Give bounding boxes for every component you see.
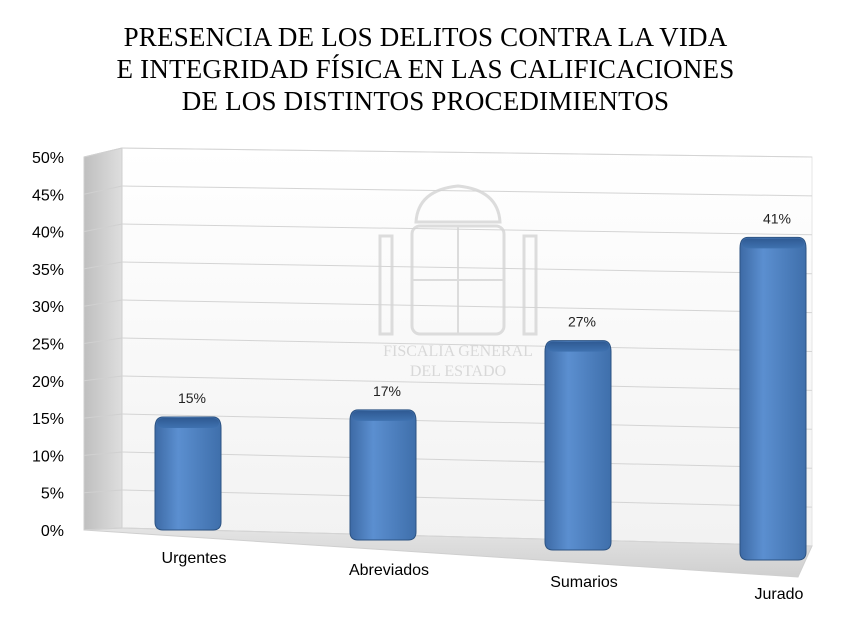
- data-label: 15%: [178, 390, 206, 406]
- gridline: [121, 223, 813, 236]
- y-tick-label: 5%: [41, 486, 64, 503]
- bar-front: [154, 416, 222, 531]
- gridline-side: [83, 261, 123, 270]
- gridline: [121, 299, 813, 314]
- y-tick-label: 20%: [32, 374, 64, 391]
- gridline-side: [83, 299, 123, 307]
- bar-top: [742, 238, 804, 249]
- gridline: [121, 451, 813, 469]
- bars: 15% 17% 27% 41%: [154, 210, 807, 561]
- gridline-side: [83, 375, 123, 382]
- gridline-side: [83, 527, 123, 531]
- gridline: [121, 147, 813, 158]
- gridline-side: [83, 489, 123, 494]
- bar-top: [547, 341, 609, 352]
- data-label: 41%: [763, 210, 791, 226]
- y-tick-label: 35%: [32, 262, 64, 279]
- bar-front: [739, 236, 807, 561]
- y-tick-label: 25%: [32, 337, 64, 354]
- chart-title-line-3: DE LOS DISTINTOS PROCEDIMIENTOS: [181, 86, 670, 116]
- gridline: [121, 337, 813, 352]
- gridline-side: [83, 147, 123, 158]
- y-tick-label: 0%: [41, 523, 64, 540]
- y-tick-label: 40%: [32, 225, 64, 242]
- y-tick-label: 30%: [32, 299, 64, 316]
- chart-title-line-2: E INTEGRIDAD FÍSICA EN LAS CALIFICACIONE…: [116, 54, 735, 84]
- watermark-pillar-right: [522, 234, 538, 336]
- x-tick-label: Jurado: [755, 586, 804, 603]
- data-label: 27%: [568, 314, 596, 330]
- bar: [739, 236, 807, 561]
- y-axis: 0% 5% 10% 15% 20% 25% 30% 35% 40% 45% 50%: [32, 150, 64, 540]
- gridline-side: [83, 185, 123, 195]
- gridline: [121, 185, 813, 197]
- x-tick-label: Urgentes: [162, 550, 227, 567]
- bar: [349, 409, 417, 541]
- bar-front: [349, 409, 417, 541]
- gridline-side: [83, 337, 123, 344]
- watermark-pillar-left: [378, 234, 394, 336]
- y-tick-label: 45%: [32, 187, 64, 204]
- gridline: [121, 527, 813, 547]
- bar-front: [544, 340, 612, 551]
- data-label: 17%: [373, 383, 401, 399]
- watermark-crown: [414, 184, 502, 224]
- watermark-seal: FISCALIA GENERAL DEL ESTADO: [378, 184, 538, 380]
- x-tick-label: Sumarios: [550, 574, 618, 591]
- bar-top: [157, 418, 219, 428]
- gridlines: [83, 147, 813, 547]
- watermark-line-2: DEL ESTADO: [410, 363, 506, 380]
- gridline-side: [83, 451, 123, 456]
- gridline: [121, 489, 813, 508]
- bar-top: [352, 410, 414, 421]
- y-tick-label: 50%: [32, 150, 64, 167]
- gridline: [121, 261, 813, 275]
- y-tick-label: 15%: [32, 411, 64, 428]
- chart-title-line-1: PRESENCIA DE LOS DELITOS CONTRA LA VIDA: [123, 22, 728, 52]
- x-axis: Urgentes Abreviados Sumarios Jurado: [162, 550, 804, 603]
- y-tick-label: 10%: [32, 448, 64, 465]
- bar: [544, 340, 612, 551]
- watermark-line-1: FISCALIA GENERAL: [383, 343, 533, 360]
- x-tick-label: Abreviados: [349, 562, 429, 579]
- gridline: [121, 413, 813, 430]
- gridline-side: [83, 413, 123, 419]
- bar: [154, 416, 222, 531]
- gridline-side: [83, 223, 123, 233]
- gridline: [121, 375, 813, 391]
